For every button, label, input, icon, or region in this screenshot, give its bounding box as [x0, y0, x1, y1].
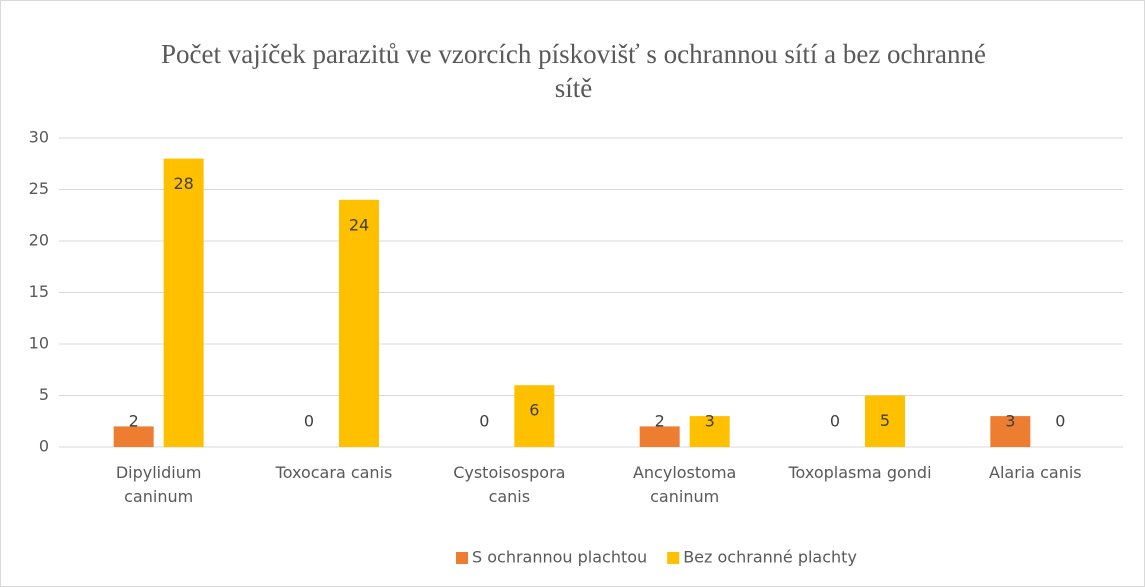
data-label: 3: [1005, 412, 1015, 431]
data-label: 0: [830, 412, 840, 431]
data-label: 28: [173, 174, 193, 193]
x-tick-label: Alaria canis: [989, 463, 1082, 482]
x-tick-label: Toxoplasma gondi: [788, 463, 932, 482]
y-tick-label: 30: [29, 128, 49, 147]
data-label: 2: [129, 412, 139, 431]
data-label: 2: [655, 412, 665, 431]
x-tick-label: Ancylostoma caninum: [632, 463, 737, 506]
y-tick-label: 5: [39, 385, 49, 404]
data-label: 0: [304, 412, 314, 431]
bar: [990, 416, 1031, 447]
legend-swatch: [667, 552, 680, 564]
x-tick-label: Cystoisospora canis: [453, 463, 566, 506]
data-label: 24: [349, 215, 369, 234]
bar: [639, 426, 680, 447]
bar: [339, 199, 379, 447]
x-tick-label: Toxocara canis: [275, 463, 393, 482]
legend-swatch: [456, 552, 468, 564]
y-tick-label: 15: [29, 282, 49, 301]
legend-label: Bez ochranné plachty: [683, 548, 857, 567]
bar: [865, 395, 905, 447]
chart-title: Počet vajíček parazitů ve vzorcích písko…: [161, 39, 986, 103]
bar: [113, 426, 154, 447]
legend-label: S ochrannou plachtou: [472, 548, 647, 567]
data-label: 0: [1055, 412, 1065, 431]
y-tick-label: 0: [39, 437, 49, 456]
y-tick-label: 25: [29, 179, 49, 198]
y-tick-label: 10: [29, 334, 49, 353]
data-label: 5: [880, 411, 890, 430]
bar: [689, 416, 730, 447]
data-label: 3: [705, 412, 715, 431]
bar: [514, 385, 555, 447]
bar: [163, 158, 204, 447]
x-tick-label: Dipylidium caninum: [115, 463, 202, 506]
data-label: 0: [479, 412, 489, 431]
y-tick-label: 20: [29, 231, 49, 250]
data-label: 6: [529, 401, 539, 420]
